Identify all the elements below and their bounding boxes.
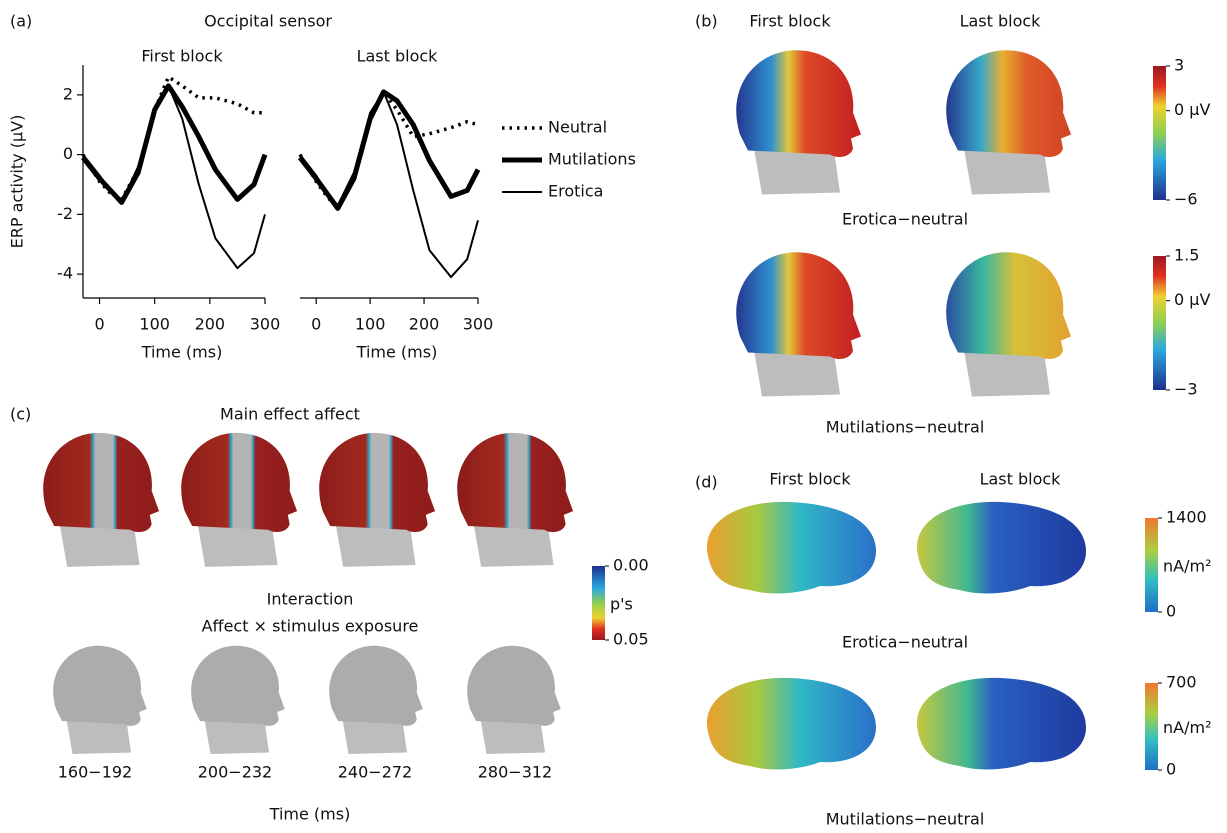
page: (a)Occipital sensorFirst block0100200300…: [0, 0, 1227, 833]
time-window: 200−232: [198, 763, 272, 782]
colorbar: [1145, 518, 1158, 612]
head-map: [946, 50, 1071, 194]
figure: (a)Occipital sensorFirst block0100200300…: [0, 0, 1227, 833]
colorbar: [1145, 683, 1158, 770]
head: [53, 646, 147, 754]
head-map: [43, 433, 159, 567]
colorbar-tick-label: 1.5: [1174, 246, 1199, 265]
colorbar: [1153, 256, 1166, 390]
legend-label: Neutral: [548, 118, 607, 137]
time-window: 160−192: [58, 763, 132, 782]
head-map: [457, 433, 573, 567]
legend-label: Mutilations: [548, 150, 636, 169]
x-tick-label: 200: [195, 315, 226, 334]
colorbar-tick-label: 0.05: [613, 630, 649, 649]
colorbar: [592, 566, 605, 640]
colorbar-tick-label: 0: [1166, 760, 1176, 779]
panel-label: (a): [10, 12, 32, 31]
y-tick-label: 0: [63, 144, 73, 163]
x-axis-label: Time (ms): [356, 343, 438, 362]
colorbar-label: p's: [610, 595, 633, 614]
series-line: [300, 92, 478, 209]
colorbar-tick-label: 1400: [1166, 508, 1207, 527]
colorbar: [1153, 66, 1166, 200]
time-window: 280−312: [478, 763, 552, 782]
panel-label: (b): [695, 12, 718, 31]
x-tick-label: 100: [139, 315, 170, 334]
panel-label: (d): [695, 473, 718, 492]
row-caption: Mutilations−neutral: [826, 810, 985, 829]
row-caption: Erotica−neutral: [842, 633, 968, 652]
head: [191, 646, 285, 754]
colorbar-tick-label: 3: [1174, 56, 1184, 75]
colorbar-label: nA/m²: [1163, 557, 1211, 576]
head-map: [319, 433, 435, 567]
column-title: Last block: [980, 470, 1062, 489]
colorbar-tick-label: 0: [1166, 602, 1176, 621]
colorbar-label: nA/m²: [1163, 718, 1211, 737]
x-tick-label: 200: [409, 315, 440, 334]
y-tick-label: -4: [57, 264, 73, 283]
panel-title: Main effect affect: [220, 405, 360, 424]
subplot-title: Last block: [357, 47, 439, 66]
x-tick-label: 0: [311, 315, 321, 334]
head-map: [181, 433, 297, 567]
colorbar-tick-label: 0.00: [613, 556, 649, 575]
column-title: First block: [769, 470, 851, 489]
brain-map: [707, 678, 876, 770]
colorbar-tick-label: −3: [1174, 380, 1198, 399]
y-tick-label: -2: [57, 204, 73, 223]
brain-map: [917, 502, 1086, 594]
panel-subtitle: Affect × stimulus exposure: [202, 617, 419, 636]
y-axis-label: ERP activity (μV): [8, 115, 27, 249]
head-map: [736, 252, 861, 396]
y-tick-label: 2: [63, 84, 73, 103]
x-tick-label: 0: [94, 315, 104, 334]
brain-map: [707, 502, 876, 594]
x-tick-label: 100: [355, 315, 386, 334]
x-axis-label: Time (ms): [141, 343, 223, 362]
x-axis-label: Time (ms): [269, 805, 351, 824]
series-line: [83, 86, 265, 268]
column-title: Last block: [960, 12, 1042, 31]
colorbar-tick-label: 0 μV: [1174, 290, 1210, 309]
x-tick-label: 300: [463, 315, 494, 334]
legend-label: Erotica: [548, 182, 603, 201]
panel-subtitle: Interaction: [267, 590, 354, 609]
row-caption: Erotica−neutral: [842, 210, 968, 229]
panel-label: (c): [10, 405, 31, 424]
column-title: First block: [749, 12, 831, 31]
colorbar-tick-label: 0 μV: [1174, 100, 1210, 119]
time-window: 240−272: [338, 763, 412, 782]
row-caption: Mutilations−neutral: [826, 418, 985, 437]
colorbar-tick-label: −6: [1174, 190, 1198, 209]
brain-map: [917, 678, 1086, 770]
head-map: [946, 252, 1071, 396]
colorbar-tick-label: 700: [1166, 673, 1197, 692]
head: [467, 646, 561, 754]
x-tick-label: 300: [250, 315, 281, 334]
head-map: [736, 50, 861, 194]
panel-title: Occipital sensor: [204, 12, 332, 31]
head: [329, 646, 423, 754]
series-line: [83, 86, 265, 203]
subplot-title: First block: [141, 47, 223, 66]
series-line: [300, 92, 478, 277]
